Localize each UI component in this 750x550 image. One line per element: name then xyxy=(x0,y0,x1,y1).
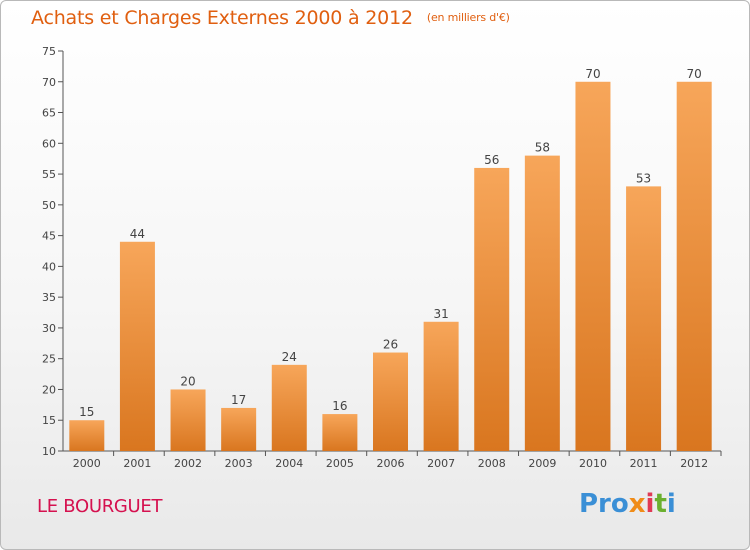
x-tick-label: 2002 xyxy=(174,457,202,470)
x-tick-label: 2010 xyxy=(579,457,607,470)
bar xyxy=(524,155,560,451)
data-label: 24 xyxy=(282,350,297,364)
logo-part-4: t xyxy=(654,489,667,519)
bar xyxy=(271,364,307,451)
x-tick-label: 2001 xyxy=(123,457,151,470)
data-labels: 15 44 20 17 24 16 26 31 56 58 70 53 70 xyxy=(79,67,702,419)
y-tick-label: 65 xyxy=(42,107,56,120)
y-tick-label: 10 xyxy=(42,445,56,458)
data-label: 20 xyxy=(180,374,195,388)
data-label: 53 xyxy=(636,171,651,185)
x-tick-label: 2008 xyxy=(478,457,506,470)
bar xyxy=(474,167,510,451)
x-tick-label: 2004 xyxy=(275,457,303,470)
x-tick-label: 2006 xyxy=(377,457,405,470)
bar xyxy=(119,241,155,451)
data-label: 15 xyxy=(79,405,94,419)
y-axis: 10 15 20 25 30 35 40 45 50 55 60 65 70 75 xyxy=(42,45,64,458)
x-tick-label: 2003 xyxy=(225,457,253,470)
bar xyxy=(626,186,662,451)
x-tick-label: 2011 xyxy=(630,457,658,470)
bar xyxy=(69,420,105,451)
y-tick-label: 75 xyxy=(42,45,56,58)
data-label: 70 xyxy=(585,67,600,81)
data-label: 31 xyxy=(433,307,448,321)
bars xyxy=(69,81,712,452)
y-tick-label: 30 xyxy=(42,322,56,335)
y-tick-label: 25 xyxy=(42,353,56,366)
bar xyxy=(676,81,712,452)
y-tick-label: 20 xyxy=(42,383,56,396)
data-label: 17 xyxy=(231,393,246,407)
data-label: 26 xyxy=(383,338,398,352)
bar xyxy=(322,414,358,451)
bar xyxy=(423,321,459,451)
logo-part-2: x xyxy=(628,489,646,519)
bar xyxy=(221,407,257,451)
logo-part-3: i xyxy=(645,489,655,519)
x-axis: 2000 2001 2002 2003 2004 2005 2006 2007 2008 2009… xyxy=(63,450,722,470)
data-label: 58 xyxy=(535,141,550,155)
logo-part-5: i xyxy=(666,489,676,519)
y-tick-label: 40 xyxy=(42,260,56,273)
y-tick-label: 50 xyxy=(42,199,56,212)
y-tick-label: 60 xyxy=(42,137,56,150)
bar xyxy=(170,389,206,451)
y-tick-label: 55 xyxy=(42,168,56,181)
chart-title-text: Achats et Charges Externes 2000 à 2012 xyxy=(31,7,413,29)
x-tick-label: 2000 xyxy=(73,457,101,470)
data-label: 44 xyxy=(130,227,145,241)
logo-part-1: Pro xyxy=(579,489,629,519)
chart-title: Achats et Charges Externes 2000 à 2012 (e… xyxy=(31,7,510,29)
y-tick-label: 70 xyxy=(42,76,56,89)
data-label: 16 xyxy=(332,399,347,413)
chart-unit-label: (en milliers d'€) xyxy=(426,11,510,24)
bar xyxy=(373,352,408,451)
y-tick-label: 15 xyxy=(42,414,56,427)
x-tick-label: 2005 xyxy=(326,457,354,470)
x-tick-label: 2007 xyxy=(427,457,455,470)
bar xyxy=(575,81,611,452)
x-tick-label: 2012 xyxy=(680,457,708,470)
x-tick-label: 2009 xyxy=(528,457,556,470)
data-label: 70 xyxy=(687,67,702,81)
data-label: 56 xyxy=(484,153,499,167)
y-tick-label: 45 xyxy=(42,230,56,243)
y-tick-label: 35 xyxy=(42,291,56,304)
proxiti-logo: Proxiti xyxy=(579,489,676,519)
location-name: LE BOURGUET xyxy=(37,496,163,517)
